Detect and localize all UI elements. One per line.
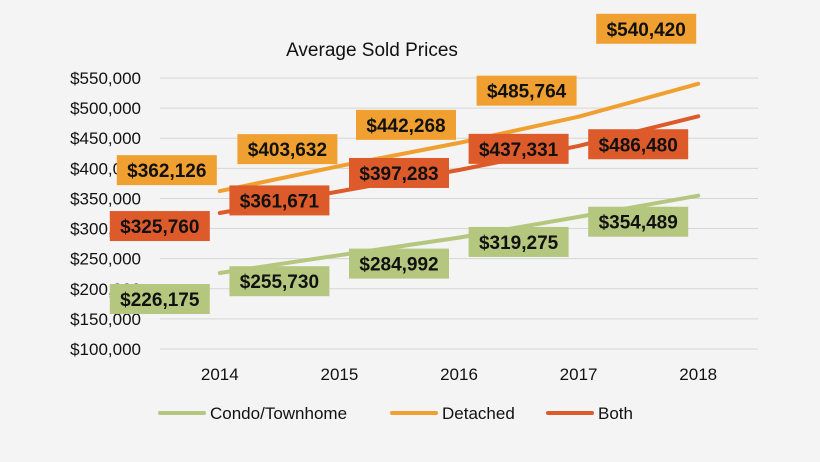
data-label-box <box>116 155 217 186</box>
data-label: $226,175 <box>109 284 210 315</box>
data-label: $437,331 <box>468 133 569 164</box>
data-label-box <box>229 185 330 216</box>
y-tick-label: $150,000 <box>70 310 141 329</box>
data-label-box <box>468 226 569 257</box>
data-label-text: $362,126 <box>127 161 206 182</box>
data-label-box <box>109 211 210 242</box>
y-tick-label: $450,000 <box>70 129 141 148</box>
data-label-text: $486,480 <box>599 135 678 156</box>
data-label: $362,126 <box>116 155 217 186</box>
data-label-text: $540,420 <box>607 20 686 41</box>
data-label-box <box>356 109 456 140</box>
legend: Condo/Townhome Detached Both <box>158 404 633 423</box>
data-label: $354,489 <box>588 206 689 237</box>
data-label-box <box>468 133 569 164</box>
legend-label: Condo/Townhome <box>210 404 347 423</box>
x-axis-tick-labels: 2014 2015 2016 2017 2018 <box>201 365 717 384</box>
legend-item: Detached <box>390 404 515 423</box>
x-tick-label: 2016 <box>440 365 478 384</box>
data-labels: $226,175 $255,730 $284,992 $319,275 $354,489… <box>109 13 697 315</box>
x-tick-label: 2014 <box>201 365 239 384</box>
y-tick-label: $350,000 <box>70 189 141 208</box>
legend-item: Both <box>546 404 633 423</box>
x-tick-label: 2017 <box>560 365 598 384</box>
data-label: $442,268 <box>356 109 456 140</box>
data-label: $540,420 <box>596 13 697 44</box>
data-label: $361,671 <box>229 185 330 216</box>
data-label: $486,480 <box>588 129 689 160</box>
data-label-text: $397,283 <box>359 164 438 185</box>
series-lines <box>217 81 701 275</box>
data-label-text: $325,760 <box>120 217 199 238</box>
data-label-text: $442,268 <box>366 116 445 137</box>
y-tick-label: $500,000 <box>70 99 141 118</box>
data-label-box <box>349 157 449 188</box>
data-label-text: $485,764 <box>487 82 567 103</box>
x-tick-label: 2018 <box>679 365 717 384</box>
data-label: $403,632 <box>237 134 338 165</box>
data-label-box <box>588 206 689 237</box>
data-label-text: $437,331 <box>479 140 559 161</box>
data-label: $255,730 <box>229 266 330 297</box>
legend-item: Condo/Townhome <box>158 404 347 423</box>
data-label: $325,760 <box>109 211 210 242</box>
data-label-text: $284,992 <box>359 255 438 276</box>
legend-label: Detached <box>442 404 515 423</box>
data-label-text: $361,671 <box>240 191 320 212</box>
x-tick-label: 2015 <box>320 365 358 384</box>
data-label-text: $354,489 <box>599 213 678 234</box>
data-label-box <box>476 75 577 106</box>
data-label-box <box>596 13 697 44</box>
y-tick-label: $550,000 <box>70 69 141 88</box>
y-tick-label: $100,000 <box>70 340 141 359</box>
data-label-text: $403,632 <box>248 140 327 161</box>
data-label: $284,992 <box>349 248 449 279</box>
data-label: $319,275 <box>468 226 569 257</box>
y-tick-label: $250,000 <box>70 250 141 269</box>
data-label: $485,764 <box>476 75 577 106</box>
legend-label: Both <box>598 404 633 423</box>
data-label-box <box>349 248 449 279</box>
data-label: $397,283 <box>349 157 449 188</box>
data-label-box <box>109 284 210 315</box>
data-label-box <box>588 129 689 160</box>
data-label-text: $319,275 <box>479 233 559 254</box>
data-label-box <box>237 134 338 165</box>
chart-title: Average Sold Prices <box>286 40 458 61</box>
data-label-box <box>229 266 330 297</box>
data-label-text: $255,730 <box>240 272 319 293</box>
series-line-detached <box>217 81 701 194</box>
data-label-text: $226,175 <box>120 290 200 311</box>
